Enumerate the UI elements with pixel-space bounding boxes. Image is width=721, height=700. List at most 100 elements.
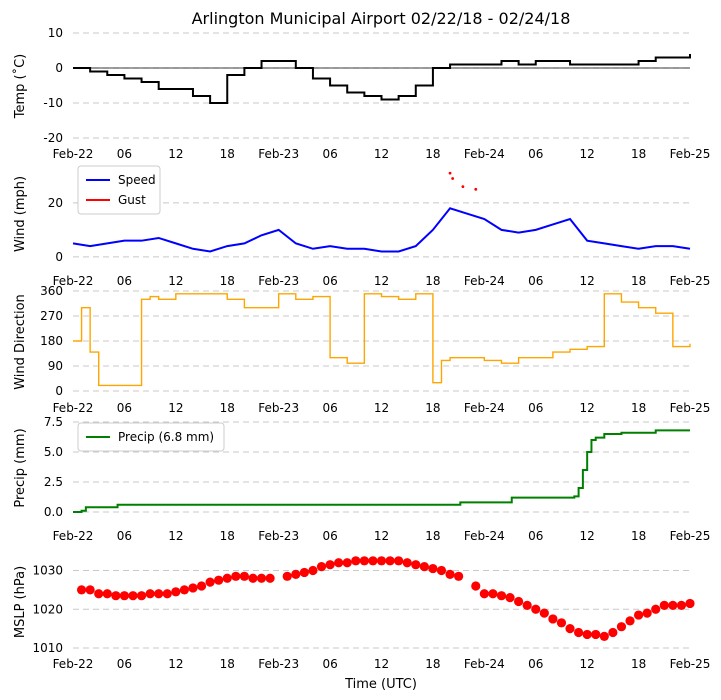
data-point bbox=[496, 591, 507, 601]
data-point bbox=[282, 571, 292, 581]
data-point bbox=[385, 556, 395, 566]
data-point bbox=[179, 585, 190, 595]
x-tick-label: 12 bbox=[374, 529, 389, 543]
data-point bbox=[582, 629, 592, 640]
data-point bbox=[334, 558, 344, 568]
x-tick-label: 18 bbox=[631, 274, 646, 288]
x-tick-label: 06 bbox=[528, 529, 543, 543]
data-point bbox=[111, 591, 121, 601]
x-tick-label: Feb-25 bbox=[670, 274, 711, 288]
data-point bbox=[522, 600, 532, 610]
data-point bbox=[299, 567, 309, 578]
data-point bbox=[368, 556, 378, 566]
x-tick-label: 18 bbox=[220, 529, 235, 543]
data-point bbox=[402, 558, 412, 568]
data-point bbox=[196, 581, 207, 591]
x-tick-label: 12 bbox=[168, 147, 183, 161]
x-tick-label: Feb-22 bbox=[53, 657, 94, 671]
data-point bbox=[479, 589, 489, 599]
x-tick-label: 12 bbox=[580, 274, 595, 288]
x-tick-label: 18 bbox=[425, 274, 440, 288]
data-point bbox=[171, 587, 181, 597]
data-point bbox=[308, 565, 318, 576]
data-point bbox=[76, 585, 87, 595]
x-tick-label: 06 bbox=[528, 657, 543, 671]
x-tick-label: 06 bbox=[322, 657, 337, 671]
data-point bbox=[685, 598, 695, 609]
x-tick-label: Feb-24 bbox=[464, 147, 505, 161]
x-tick-label: Feb-22 bbox=[53, 147, 94, 161]
y-tick-label: 270 bbox=[40, 309, 63, 323]
y-axis-label: Wind (mph) bbox=[13, 176, 28, 252]
y-tick-label: 1010 bbox=[32, 641, 63, 655]
legend-label: Speed bbox=[118, 173, 156, 187]
x-tick-label: 12 bbox=[580, 657, 595, 671]
data-point bbox=[514, 596, 524, 607]
legend bbox=[77, 165, 161, 215]
y-tick-label: -20 bbox=[43, 131, 63, 145]
data-point bbox=[256, 573, 267, 583]
legend-label: Gust bbox=[118, 193, 146, 207]
x-tick-label: 12 bbox=[168, 529, 183, 543]
data-point bbox=[633, 610, 644, 620]
x-tick-label: Feb-22 bbox=[53, 529, 94, 543]
data-point bbox=[325, 560, 335, 570]
data-point bbox=[154, 589, 164, 599]
data-point bbox=[488, 589, 498, 599]
x-tick-label: Feb-25 bbox=[670, 147, 711, 161]
data-point bbox=[454, 571, 464, 581]
x-tick-label: 12 bbox=[580, 529, 595, 543]
y-axis-label: Temp (˚C) bbox=[12, 54, 28, 120]
x-tick-label: 18 bbox=[220, 147, 235, 161]
y-tick-label: 90 bbox=[48, 359, 63, 373]
x-tick-label: 06 bbox=[322, 529, 337, 543]
x-tick-label: Feb-25 bbox=[670, 401, 711, 415]
x-tick-label: 06 bbox=[322, 274, 337, 288]
data-point bbox=[539, 608, 549, 618]
x-tick-label: 12 bbox=[580, 147, 595, 161]
data-point bbox=[359, 556, 369, 566]
data-point bbox=[565, 624, 575, 634]
x-tick-label: 12 bbox=[374, 147, 389, 161]
data-point bbox=[265, 573, 275, 583]
x-tick-label: Feb-24 bbox=[464, 401, 505, 415]
data-point bbox=[676, 600, 687, 610]
y-tick-label: 20 bbox=[48, 196, 63, 210]
x-tick-label: Feb-22 bbox=[53, 401, 94, 415]
y-tick-label: -10 bbox=[43, 96, 63, 110]
x-tick-label: 06 bbox=[322, 401, 337, 415]
x-tick-label: 12 bbox=[374, 401, 389, 415]
data-point bbox=[94, 589, 104, 599]
data-point bbox=[548, 614, 558, 624]
y-tick-label: 2.5 bbox=[44, 475, 63, 489]
x-tick-label: Feb-23 bbox=[258, 529, 299, 543]
y-tick-label: 180 bbox=[40, 334, 63, 348]
panel-temperature: 10 0 -10 -20 Feb-22 06 12 18 Feb-23 06 12 18 Feb-24 0… bbox=[12, 26, 710, 161]
data-point bbox=[351, 556, 361, 566]
chart-panels: 10 0 -10 -20 Feb-22 06 12 18 Feb-23 06 12 18 Feb-24 0… bbox=[12, 26, 710, 671]
series-line-speed bbox=[72, 207, 691, 253]
x-tick-label: 06 bbox=[528, 274, 543, 288]
data-point bbox=[136, 591, 147, 601]
y-tick-label: 0.0 bbox=[44, 505, 63, 519]
x-tick-label: 12 bbox=[168, 401, 183, 415]
gust-point bbox=[451, 177, 455, 180]
x-tick-label: 12 bbox=[374, 657, 389, 671]
y-tick-label: 1020 bbox=[32, 602, 63, 616]
data-point bbox=[668, 600, 678, 610]
y-axis-label: Wind Direction bbox=[13, 294, 28, 390]
data-point bbox=[316, 562, 327, 572]
x-tick-label: 06 bbox=[117, 147, 132, 161]
data-point bbox=[102, 589, 112, 599]
x-tick-label: 18 bbox=[631, 147, 646, 161]
x-tick-label: Feb-24 bbox=[464, 529, 505, 543]
data-point bbox=[119, 591, 130, 601]
legend-label: Precip (6.8 mm) bbox=[118, 430, 214, 444]
series-line-temp bbox=[73, 54, 691, 104]
data-point bbox=[651, 604, 661, 614]
x-tick-label: 12 bbox=[374, 274, 389, 288]
y-axis-label: MSLP (hPa) bbox=[13, 566, 28, 638]
gust-point bbox=[474, 187, 478, 191]
panel-wind_direction: 360 270 180 90 0 Feb-22 06 12 18 Feb-23 06 12 18 Feb-… bbox=[13, 284, 710, 415]
data-point bbox=[531, 604, 541, 614]
